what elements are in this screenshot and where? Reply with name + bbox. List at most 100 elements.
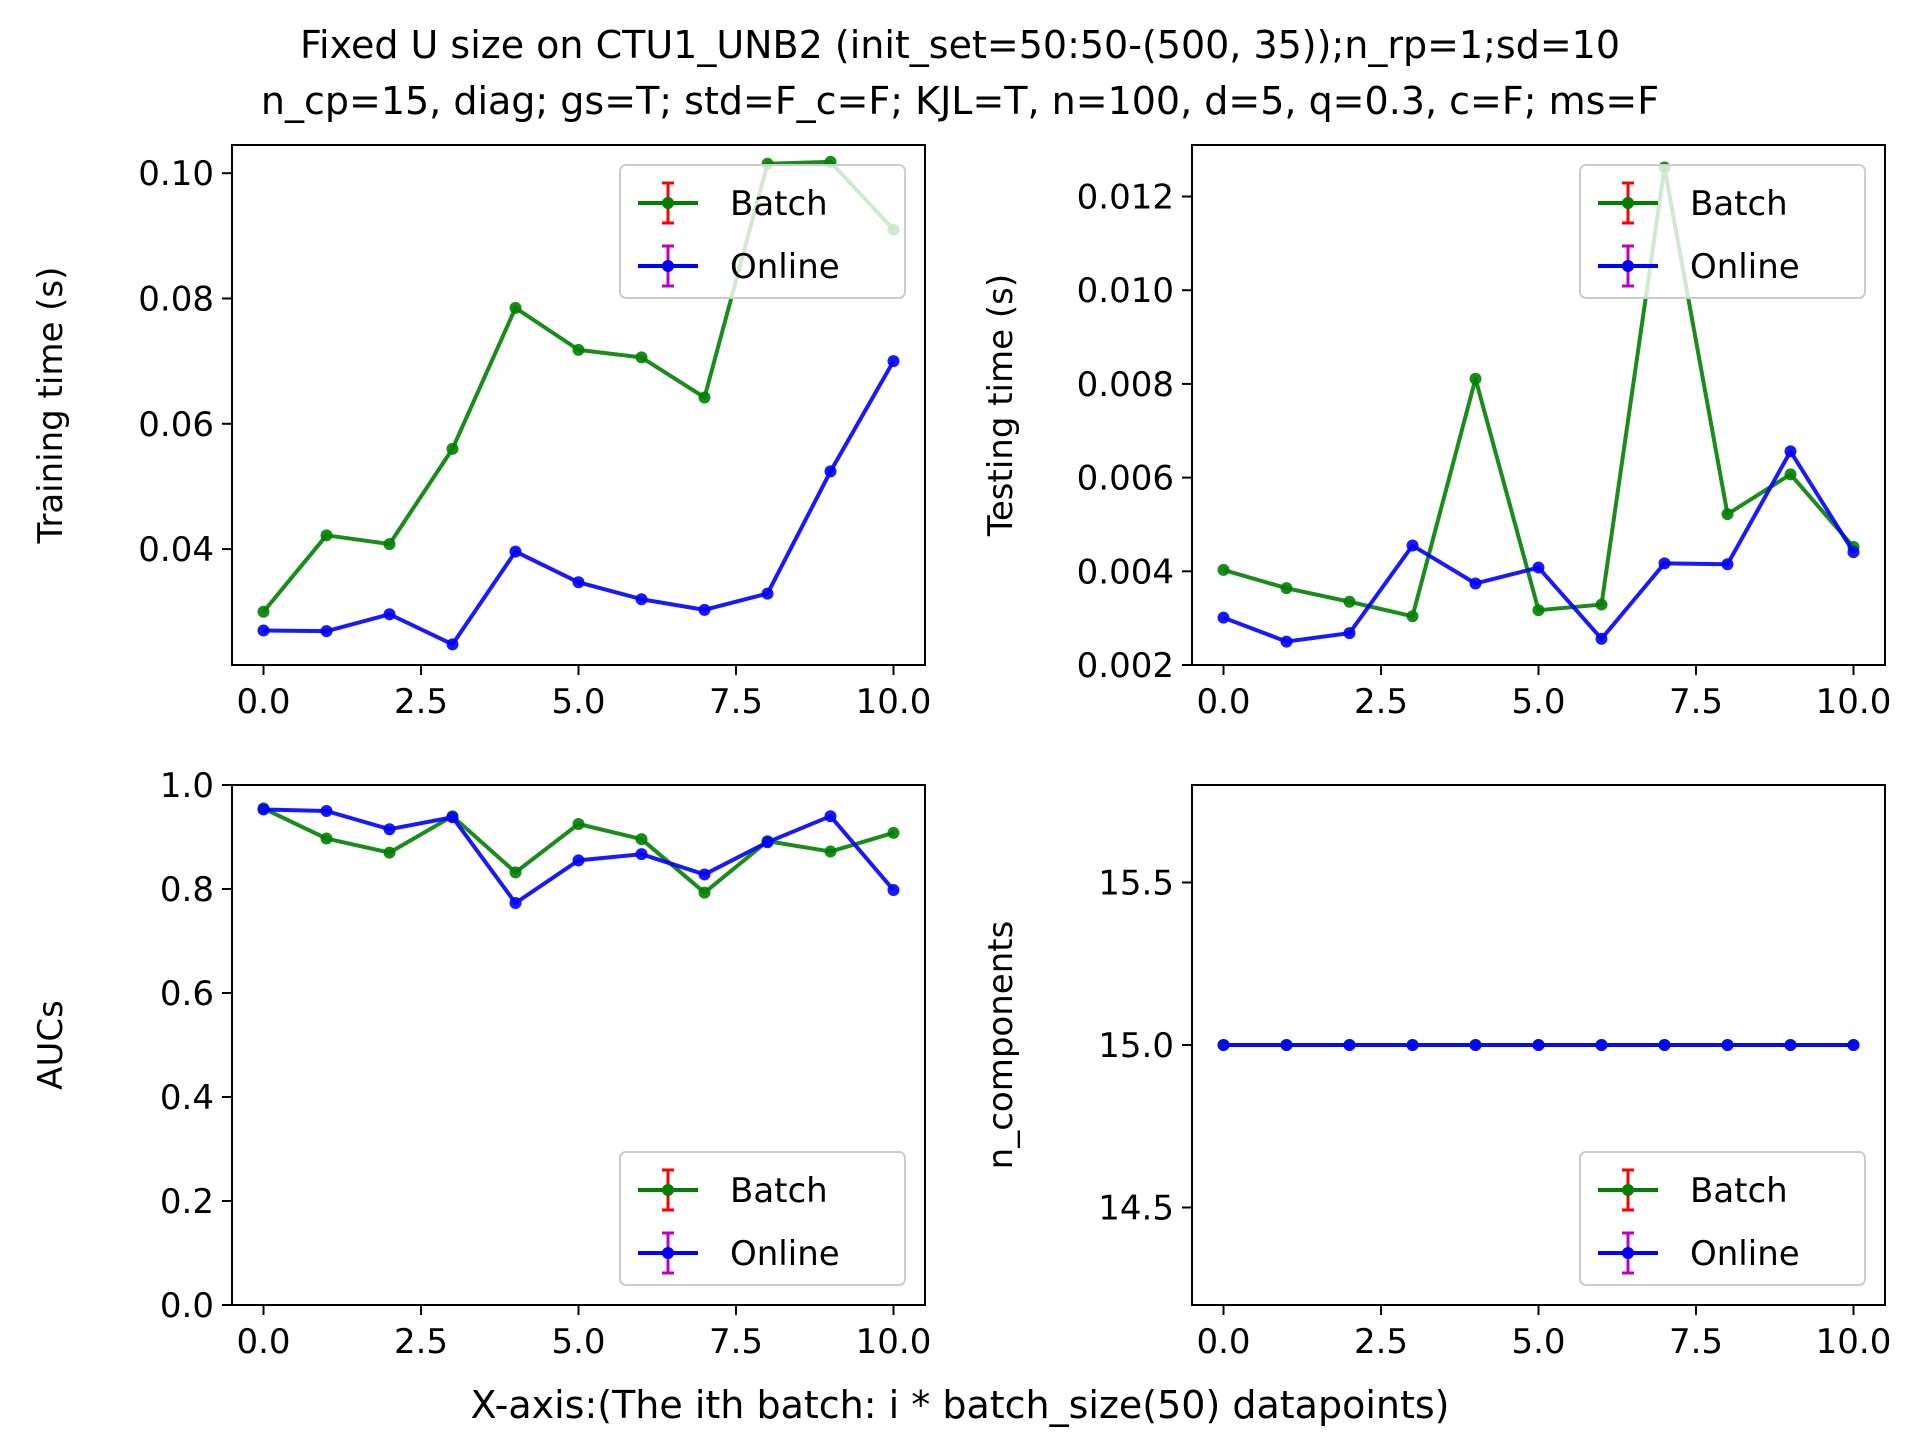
data-point-batch	[1280, 582, 1293, 595]
y-tick-label: 0.06	[138, 405, 214, 445]
y-tick-label: 0.012	[1077, 178, 1174, 218]
data-point-online	[1595, 1039, 1608, 1051]
data-point-batch	[698, 391, 711, 404]
x-tick-label: 0.0	[236, 682, 290, 722]
axes-frame	[231, 144, 926, 666]
series-line-online	[263, 360, 896, 647]
legend: Batch Online	[1579, 164, 1866, 299]
y-axis-label: Training time (s)	[31, 267, 71, 545]
x-tick-label: 2.5	[394, 682, 448, 722]
y-axis-label: Testing time (s)	[981, 274, 1021, 537]
legend-label: Online	[730, 1234, 840, 1274]
legend: Batch Online	[619, 1151, 906, 1286]
y-axis-label: AUCs	[31, 1000, 71, 1090]
data-point-online	[509, 545, 522, 558]
x-tick-label: 7.5	[709, 682, 763, 722]
data-point-batch	[635, 833, 648, 846]
global-x-axis-label: X-axis:(The ith batch: i * batch_size(50…	[470, 1383, 1450, 1427]
data-point-online	[1217, 1039, 1230, 1051]
legend-marker	[1622, 260, 1634, 272]
x-tick-label: 10.0	[856, 1322, 932, 1362]
data-point-online	[1721, 558, 1734, 571]
y-tick-label: 15.5	[1098, 864, 1174, 904]
data-point-online	[1280, 635, 1293, 648]
legend-marker	[662, 260, 674, 272]
legend-label: Batch	[1690, 184, 1788, 224]
subplot-testing: 0.0 2.5 5.0 7.5 10.0 0.002 0.004 0.006 0.008 0.01…	[981, 144, 1892, 722]
data-point-online	[761, 836, 774, 849]
subplot-training: 0.0 2.5 5.0 7.5 10.0 0.04 0.06 0.08 0.10 Training…	[31, 144, 931, 722]
data-point-online	[761, 587, 774, 600]
y-tick-label: 0.8	[160, 870, 214, 910]
y-tick-label: 0.008	[1077, 365, 1174, 405]
data-point-batch	[1343, 595, 1356, 608]
data-point-batch	[509, 301, 522, 314]
y-tick-label: 15.0	[1098, 1026, 1174, 1066]
data-point-online	[383, 823, 396, 836]
axes-frame	[231, 784, 926, 1306]
data-point-online	[635, 593, 648, 606]
legend-marker	[662, 1247, 674, 1259]
data-point-online	[887, 355, 900, 368]
y-tick-label: 0.08	[138, 279, 214, 319]
x-tick-label: 0.0	[1196, 682, 1250, 722]
data-point-batch	[1595, 598, 1608, 611]
data-point-online	[1658, 557, 1671, 570]
legend-marker	[1622, 1184, 1634, 1196]
data-point-online	[824, 810, 837, 823]
y-tick-label: 0.10	[138, 154, 214, 194]
axes-frame	[1191, 144, 1886, 666]
legend: Batch Online	[1579, 1151, 1866, 1286]
data-point-online	[257, 803, 270, 816]
data-point-batch	[1406, 610, 1419, 623]
y-tick-label: 1.0	[160, 766, 214, 806]
data-point-online	[1784, 445, 1797, 458]
data-point-online	[1343, 627, 1356, 640]
data-point-online	[1847, 1039, 1860, 1051]
data-point-batch	[383, 538, 396, 551]
data-point-batch	[257, 605, 270, 618]
data-point-online	[1721, 1039, 1734, 1051]
data-point-online	[1784, 1039, 1797, 1051]
data-point-online	[1406, 1039, 1419, 1051]
x-tick-label: 2.5	[1354, 682, 1408, 722]
data-point-online	[1280, 1039, 1293, 1051]
figure-title-line-2: n_cp=15, diag; gs=T; std=F_c=F; KJL=T, n…	[260, 79, 1660, 123]
data-point-batch	[887, 826, 900, 839]
y-tick-label: 14.5	[1098, 1189, 1174, 1229]
data-point-online	[824, 465, 837, 478]
data-point-batch	[1532, 604, 1545, 617]
x-tick-label: 7.5	[1669, 682, 1723, 722]
data-point-batch	[1217, 563, 1230, 576]
x-tick-label: 10.0	[1816, 682, 1892, 722]
y-tick-label: 0.002	[1077, 646, 1174, 686]
data-point-online	[446, 811, 459, 824]
y-tick-label: 0.04	[138, 530, 214, 570]
data-point-online	[1343, 1039, 1356, 1051]
legend-marker	[1622, 1247, 1634, 1259]
x-tick-label: 0.0	[236, 1322, 290, 1362]
data-point-online	[1406, 539, 1419, 552]
y-tick-label: 0.0	[160, 1286, 214, 1326]
x-tick-label: 2.5	[1354, 1322, 1408, 1362]
data-point-batch	[572, 818, 585, 830]
y-tick-label: 0.010	[1077, 271, 1174, 311]
legend: Batch Online	[619, 164, 906, 299]
data-point-online	[1532, 1039, 1545, 1051]
data-point-batch	[320, 529, 333, 542]
data-point-batch	[446, 442, 459, 455]
data-point-online	[509, 897, 522, 910]
y-tick-label: 0.006	[1077, 459, 1174, 499]
legend-label: Online	[1690, 247, 1800, 287]
x-tick-label: 2.5	[394, 1322, 448, 1362]
data-point-batch	[698, 886, 711, 899]
data-point-online	[1469, 1039, 1482, 1051]
data-point-online	[1217, 611, 1230, 624]
data-point-online	[1532, 561, 1545, 574]
y-tick-label: 0.004	[1077, 552, 1174, 592]
data-point-online	[572, 576, 585, 589]
data-point-online	[1658, 1039, 1671, 1051]
data-point-online	[446, 638, 459, 651]
data-point-online	[257, 624, 270, 637]
data-point-batch	[824, 845, 837, 858]
